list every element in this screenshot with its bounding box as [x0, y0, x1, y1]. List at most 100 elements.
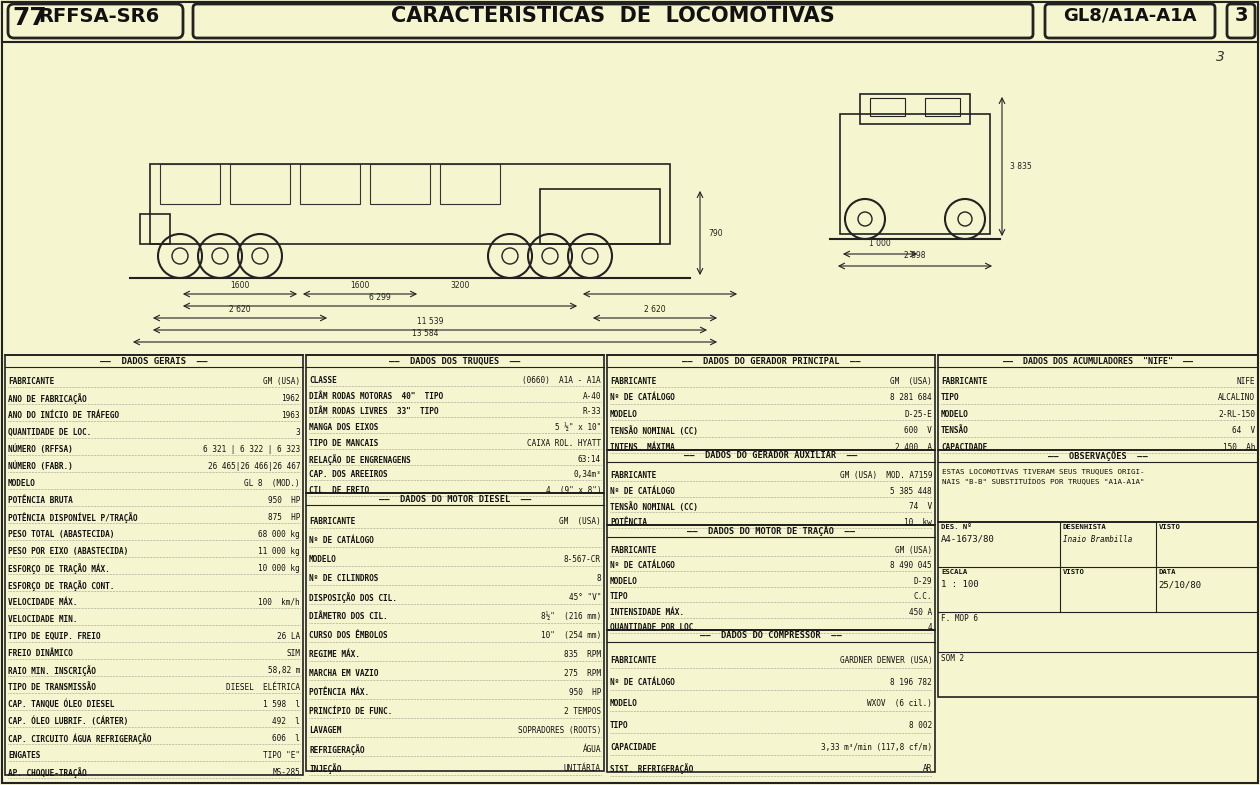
- Bar: [140, 214, 170, 244]
- Text: CAPACIDADE: CAPACIDADE: [941, 443, 988, 452]
- Text: ——  DADOS DO GERADOR AUXILIAR  ——: —— DADOS DO GERADOR AUXILIAR ——: [684, 451, 858, 461]
- Bar: [160, 164, 220, 204]
- Text: A4-1673/80: A4-1673/80: [941, 535, 994, 544]
- Text: 2 898: 2 898: [905, 251, 926, 260]
- Text: 5 ½" x 10": 5 ½" x 10": [554, 423, 601, 432]
- Text: 5 385 448: 5 385 448: [891, 487, 932, 495]
- Text: 25/10/80: 25/10/80: [1159, 580, 1202, 589]
- Text: 45° "V": 45° "V": [568, 593, 601, 601]
- Text: 6 299: 6 299: [369, 293, 391, 302]
- Bar: [370, 164, 430, 204]
- Text: ——  DADOS DO COMPRESSOR  ——: —— DADOS DO COMPRESSOR ——: [701, 631, 842, 641]
- Text: 8: 8: [596, 574, 601, 582]
- Bar: [925, 98, 960, 116]
- Text: ANO DO INÍCIO DE TRÁFEGO: ANO DO INÍCIO DE TRÁFEGO: [8, 411, 118, 420]
- Text: 58,82 m: 58,82 m: [267, 666, 300, 675]
- Text: F. MOP 6: F. MOP 6: [941, 614, 978, 623]
- Text: C.C.: C.C.: [914, 592, 932, 601]
- Text: 63:14: 63:14: [578, 455, 601, 464]
- Text: 10"  (254 mm): 10" (254 mm): [541, 630, 601, 640]
- Text: ——  DADOS DO MOTOR DE TRAÇÃO  ——: —— DADOS DO MOTOR DE TRAÇÃO ——: [687, 525, 856, 536]
- Text: SOM 2: SOM 2: [941, 654, 964, 663]
- Text: 1600: 1600: [231, 281, 249, 290]
- Text: 3,33 m³/min (117,8 cf/m): 3,33 m³/min (117,8 cf/m): [822, 743, 932, 751]
- Text: DES. Nº: DES. Nº: [941, 524, 971, 530]
- Text: 950  HP: 950 HP: [568, 688, 601, 696]
- Text: TIPO: TIPO: [610, 721, 629, 730]
- Text: DATA: DATA: [1159, 569, 1176, 575]
- Text: REGIME MÁX.: REGIME MÁX.: [309, 650, 360, 659]
- Bar: [306, 355, 604, 493]
- Text: SIM: SIM: [286, 649, 300, 658]
- Bar: [300, 164, 360, 204]
- Text: UNITÁRIA: UNITÁRIA: [564, 764, 601, 772]
- Text: 450 A: 450 A: [908, 608, 932, 617]
- Text: Inaio Brambilla: Inaio Brambilla: [1062, 535, 1131, 544]
- Text: FABRICANTE: FABRICANTE: [941, 377, 988, 385]
- Text: FABRICANTE: FABRICANTE: [8, 377, 54, 386]
- Text: FREIO DINÂMICO: FREIO DINÂMICO: [8, 649, 73, 658]
- Text: 8 002: 8 002: [908, 721, 932, 730]
- Text: (0660)  A1A - A1A: (0660) A1A - A1A: [523, 376, 601, 385]
- Text: NÚMERO (FABR.): NÚMERO (FABR.): [8, 462, 73, 471]
- Text: NIFE: NIFE: [1236, 377, 1255, 385]
- Text: 11 539: 11 539: [417, 317, 444, 326]
- Text: SIST. REFRIGERAÇÃO: SIST. REFRIGERAÇÃO: [610, 763, 693, 774]
- Text: DIÂMETRO DOS CIL.: DIÂMETRO DOS CIL.: [309, 612, 388, 621]
- Text: DIESEL  ELÉTRICA: DIESEL ELÉTRICA: [226, 683, 300, 692]
- Text: GARDNER DENVER (USA): GARDNER DENVER (USA): [839, 656, 932, 665]
- Text: 1963: 1963: [281, 411, 300, 420]
- Text: MODELO: MODELO: [8, 479, 35, 488]
- Text: GM  (USA): GM (USA): [891, 377, 932, 385]
- Text: VELOCIDADE MÁX.: VELOCIDADE MÁX.: [8, 598, 77, 607]
- Text: 2 620: 2 620: [644, 305, 665, 314]
- Text: 8 281 684: 8 281 684: [891, 393, 932, 402]
- Text: GM (USA)  MOD. A7159: GM (USA) MOD. A7159: [839, 471, 932, 480]
- Text: CLASSE: CLASSE: [309, 376, 336, 385]
- Text: 1962: 1962: [281, 394, 300, 403]
- Bar: [861, 94, 970, 124]
- Text: TIPO: TIPO: [610, 592, 629, 601]
- Text: ESFORÇO DE TRAÇÃO CONT.: ESFORÇO DE TRAÇÃO CONT.: [8, 580, 115, 591]
- Bar: [3, 2, 1257, 42]
- Text: 875  HP: 875 HP: [267, 513, 300, 522]
- Text: CAP. CIRCUITO ÁGUA REFRIGERAÇÃO: CAP. CIRCUITO ÁGUA REFRIGERAÇÃO: [8, 733, 151, 744]
- Text: NÚMERO (RFFSA): NÚMERO (RFFSA): [8, 444, 73, 455]
- Text: TENSÃO NOMINAL (CC): TENSÃO NOMINAL (CC): [610, 502, 698, 512]
- Text: MODELO: MODELO: [610, 410, 638, 419]
- Text: POTÊNCIA MÁX.: POTÊNCIA MÁX.: [309, 688, 369, 696]
- Text: QUANTIDADE POR LOC.: QUANTIDADE POR LOC.: [610, 623, 698, 632]
- Text: Nº DE CATÁLOGO: Nº DE CATÁLOGO: [610, 677, 675, 687]
- Text: ——  DADOS DO GERADOR PRINCIPAL  ——: —— DADOS DO GERADOR PRINCIPAL ——: [682, 356, 861, 366]
- Bar: [869, 98, 905, 116]
- Bar: [937, 450, 1257, 522]
- Text: 10  kw: 10 kw: [905, 518, 932, 528]
- Text: PESO POR EIXO (ABASTECIDA): PESO POR EIXO (ABASTECIDA): [8, 547, 129, 556]
- Text: 835  RPM: 835 RPM: [564, 650, 601, 659]
- Bar: [440, 164, 500, 204]
- Text: ESFORÇO DE TRAÇÃO MÁX.: ESFORÇO DE TRAÇÃO MÁX.: [8, 563, 110, 574]
- Text: FABRICANTE: FABRICANTE: [309, 517, 355, 526]
- Bar: [541, 189, 660, 244]
- Text: 26 LA: 26 LA: [277, 632, 300, 641]
- Text: MODELO: MODELO: [941, 410, 969, 419]
- Text: VISTO: VISTO: [1159, 524, 1181, 530]
- Text: 950  HP: 950 HP: [267, 496, 300, 505]
- Bar: [150, 164, 670, 244]
- Text: Nº DE CATÁLOGO: Nº DE CATÁLOGO: [610, 393, 675, 402]
- Bar: [607, 450, 935, 525]
- Text: RELAÇÃO DE ENGRENAGENS: RELAÇÃO DE ENGRENAGENS: [309, 454, 411, 465]
- Bar: [5, 355, 302, 775]
- Text: TIPO DE MANCAIS: TIPO DE MANCAIS: [309, 439, 378, 448]
- Text: POTÊNCIA DISPONÍVEL P/TRAÇÃO: POTÊNCIA DISPONÍVEL P/TRAÇÃO: [8, 512, 137, 523]
- Text: 68 000 kg: 68 000 kg: [258, 530, 300, 539]
- Text: 74  V: 74 V: [908, 502, 932, 511]
- Text: MODELO: MODELO: [610, 699, 638, 708]
- Text: 2 620: 2 620: [229, 305, 251, 314]
- Text: Nº DE CATÁLOGO: Nº DE CATÁLOGO: [610, 487, 675, 495]
- Text: CAPACIDADE: CAPACIDADE: [610, 743, 656, 751]
- Text: RFFSA-SR6: RFFSA-SR6: [38, 7, 159, 26]
- Text: TIPO: TIPO: [941, 393, 960, 402]
- Text: 606  l: 606 l: [272, 734, 300, 743]
- Text: INTENSIDADE MÁX.: INTENSIDADE MÁX.: [610, 608, 684, 617]
